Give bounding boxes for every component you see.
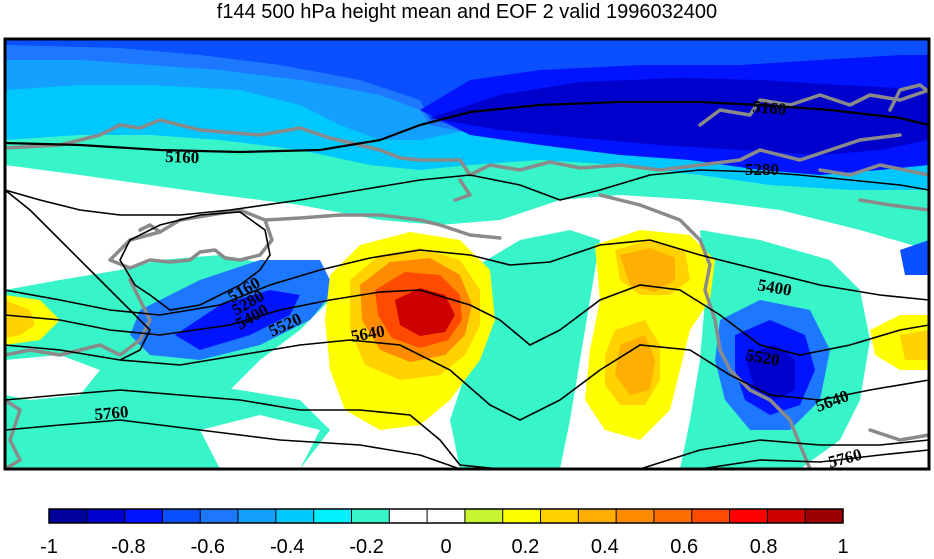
colorbar	[49, 509, 844, 523]
colorbar-swatch	[427, 509, 465, 523]
colorbar-swatch	[767, 509, 805, 523]
colorbar-swatch	[276, 509, 314, 523]
colorbar-tick-label: 0.6	[670, 536, 698, 559]
contour-label: 5160	[165, 147, 200, 167]
colorbar-swatch	[692, 509, 730, 523]
colorbar-swatch	[805, 509, 843, 523]
colorbar-swatch	[200, 509, 238, 523]
colorbar-tick-label: 0.2	[511, 536, 539, 559]
colorbar-swatch	[616, 509, 654, 523]
colorbar-swatch	[541, 509, 579, 523]
colorbar-swatch	[503, 509, 541, 523]
colorbar-swatch	[162, 509, 200, 523]
colorbar-tick-label: 0	[440, 536, 451, 559]
contour-label: 5280	[745, 160, 779, 179]
colorbar-swatch	[87, 509, 125, 523]
colorbar-swatch	[351, 509, 389, 523]
colorbar-swatch	[654, 509, 692, 523]
colorbar-tick-label: -0.6	[191, 536, 225, 559]
colorbar-tick-label: -0.2	[349, 536, 383, 559]
colorbar-swatch	[125, 509, 163, 523]
contour-label: 5160	[752, 97, 788, 119]
colorbar-swatch	[389, 509, 427, 523]
colorbar-swatch	[49, 509, 87, 523]
colorbar-swatch	[238, 509, 276, 523]
contour-label: 5760	[94, 402, 130, 424]
colorbar-tick-label: 0.8	[750, 536, 778, 559]
colorbar-swatch	[465, 509, 503, 523]
eof-shading: 5160 5160 5280 5160 5280 5400 5520 5640 …	[5, 39, 929, 472]
colorbar-tick-label: -1	[40, 536, 58, 559]
colorbar-swatch	[730, 509, 768, 523]
colorbar-tick-label: 0.4	[591, 536, 619, 559]
colorbar-tick-label: -0.4	[270, 536, 304, 559]
colorbar-swatch	[578, 509, 616, 523]
colorbar-swatch	[314, 509, 352, 523]
colorbar-tick-label: 1	[837, 536, 848, 559]
positive-far-east-orange	[900, 330, 929, 360]
colorbar-tick-label: -0.8	[111, 536, 145, 559]
